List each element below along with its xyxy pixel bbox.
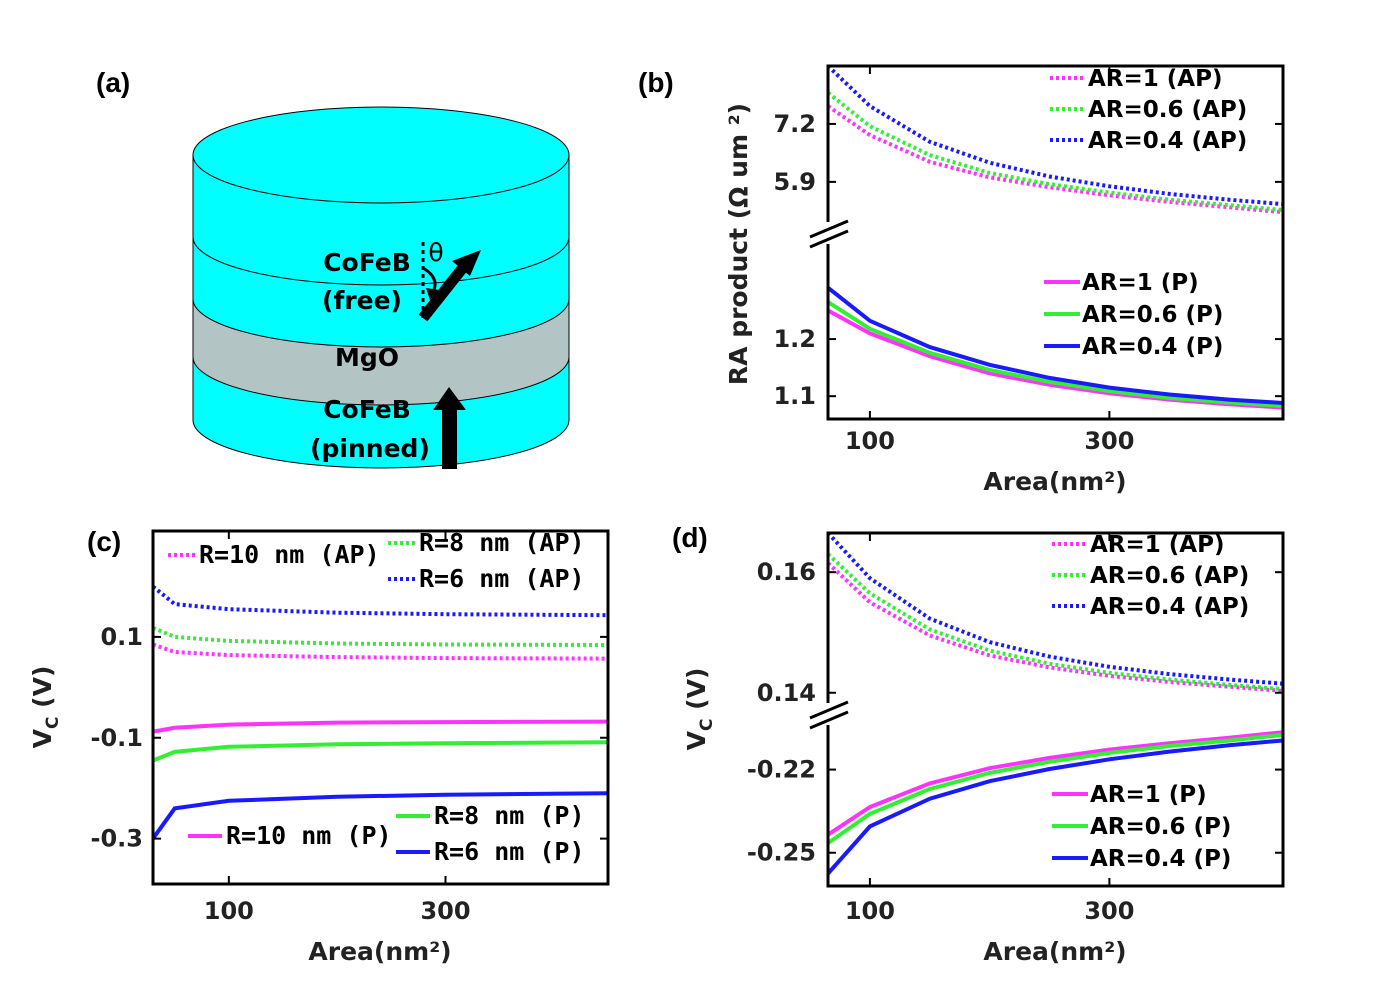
- legend-label-r-10-nm-p: R=10 nm (P): [226, 821, 392, 850]
- chart-c-frame: [151, 529, 610, 886]
- x-tick-label: 100: [845, 897, 895, 925]
- chart-c-ticks: 100 300 0.1 -0.1 -0.3: [91, 531, 608, 925]
- panel-label-c: (c): [87, 526, 121, 557]
- chart-c-xlabel: Area(nm²): [308, 937, 451, 966]
- free-layer-label: CoFeB: [323, 248, 411, 277]
- y-tick-label: 0.1: [100, 623, 143, 651]
- pinned-layer-label: CoFeB: [323, 395, 411, 424]
- series-line-r-6-nm-ap: [153, 584, 608, 618]
- series-line-ar-1-p: [828, 730, 1283, 837]
- chart-d-axis-break-icon: [809, 700, 849, 730]
- legend-label-r-10-nm-ap: R=10 nm (AP): [199, 540, 380, 569]
- y-tick-label: 0.14: [757, 679, 816, 707]
- chart-d: (d) 100 300 0.16 0.14 -0.22 -0.25 Area(nm²) V…: [672, 522, 1285, 966]
- legend-label-ar-1-p: AR=1 (P): [1090, 782, 1207, 808]
- panel-label-a: (a): [96, 67, 130, 98]
- free-magnetization-arrow-icon: [418, 240, 481, 322]
- legend-label-ar-0-4-ap: AR=0.4 (AP): [1090, 594, 1249, 620]
- series-line-r-10-nm-p: [153, 719, 608, 734]
- x-tick-label: 300: [420, 897, 470, 925]
- y-tick-label: 0.16: [757, 558, 816, 586]
- free-layer-sublabel: (free): [322, 286, 402, 315]
- series-line-r-10-nm-ap: [153, 642, 608, 661]
- y-tick-label: 5.9: [773, 168, 816, 196]
- x-tick-label: 300: [1084, 427, 1134, 455]
- x-tick-label: 100: [204, 897, 254, 925]
- series-line-ar-0-4-p: [828, 738, 1283, 875]
- chart-d-legend-p: AR=1 (P) AR=0.6 (P) AR=0.4 (P): [1052, 782, 1231, 872]
- chart-c-legend: R=10 nm (AP) R=8 nm (AP) R=6 nm (AP) R=10 n…: [168, 528, 585, 866]
- chart-b-lines: [828, 66, 1283, 410]
- series-line-r-8-nm-p: [153, 740, 608, 763]
- series-line-ar-0-4-ap: [828, 533, 1283, 686]
- chart-c: (c) 100 300 0.1 -0.1 -0.3 Area(nm²) VC (V) R…: [28, 526, 610, 966]
- panel-label-d: (d): [672, 522, 708, 553]
- legend-label-ar-1-ap: AR=1 (AP): [1088, 66, 1222, 92]
- top-surface: [192, 106, 570, 204]
- legend-label-r-8-nm-ap: R=8 nm (AP): [419, 528, 585, 557]
- legend-label-r-6-nm-p: R=6 nm (P): [434, 837, 585, 866]
- y-tick-label: 1.2: [773, 325, 816, 353]
- legend-label-ar-0-6-p: AR=0.6 (P): [1082, 302, 1223, 328]
- legend-label-ar-1-p: AR=1 (P): [1082, 270, 1199, 296]
- chart-b-axis-break-icon: [809, 219, 849, 249]
- legend-label-r-6-nm-ap: R=6 nm (AP): [419, 564, 585, 593]
- chart-c-ylabel: VC (V): [28, 666, 63, 749]
- chart-d-lines: [828, 533, 1283, 875]
- y-tick-label: -0.25: [747, 839, 816, 867]
- chart-b-legend-ap: AR=1 (AP) AR=0.6 (AP) AR=0.4 (AP): [1050, 66, 1247, 154]
- series-line-ar-0-6-ap: [828, 91, 1283, 212]
- chart-d-legend-ap: AR=1 (AP) AR=0.6 (AP) AR=0.4 (AP): [1052, 532, 1249, 620]
- chart-b-ticks: 100 300 5.9 7.2 1.1 1.2: [773, 66, 1283, 455]
- legend-label-ar-0-6-ap: AR=0.6 (AP): [1088, 97, 1247, 123]
- pinned-layer-sublabel: (pinned): [310, 434, 430, 463]
- mtj-diagram: (a) CoFeB (free) MgO CoFeB (pinned) θ: [96, 67, 570, 469]
- series-line-r-6-nm-p: [153, 791, 608, 840]
- chart-d-xlabel: Area(nm²): [983, 937, 1126, 966]
- y-tick-label: -0.22: [747, 756, 816, 784]
- y-tick-label: -0.1: [91, 724, 143, 752]
- mgo-label: MgO: [335, 343, 399, 372]
- legend-label-ar-0-4-p: AR=0.4 (P): [1090, 846, 1231, 872]
- legend-label-ar-1-ap: AR=1 (AP): [1090, 532, 1224, 558]
- series-line-ar-0-6-p: [828, 300, 1283, 408]
- x-tick-label: 300: [1084, 897, 1134, 925]
- chart-b-xlabel: Area(nm²): [983, 467, 1126, 496]
- chart-d-ylabel: VC (V): [682, 668, 717, 751]
- series-line-ar-1-ap: [828, 104, 1283, 215]
- x-tick-label: 100: [845, 427, 895, 455]
- pinned-magnetization-arrow-icon: [433, 387, 466, 469]
- chart-d-ticks: 100 300 0.16 0.14 -0.22 -0.25: [747, 533, 1283, 925]
- series-line-ar-1-ap: [828, 561, 1283, 693]
- y-tick-label: 1.1: [773, 382, 816, 410]
- chart-b-ylabel: RA product (Ω um ²): [724, 103, 753, 385]
- chart-c-lines: [153, 584, 608, 840]
- chart-b-legend-p: AR=1 (P) AR=0.6 (P) AR=0.4 (P): [1044, 270, 1223, 360]
- legend-label-ar-0-4-p: AR=0.4 (P): [1082, 334, 1223, 360]
- legend-label-r-8-nm-p: R=8 nm (P): [434, 801, 585, 830]
- panel-label-b: (b): [638, 67, 674, 98]
- series-line-ar-0-4-p: [828, 286, 1283, 405]
- series-line-ar-0-4-ap: [828, 66, 1283, 207]
- y-tick-label: 7.2: [773, 110, 816, 138]
- y-tick-label: -0.3: [91, 825, 143, 853]
- legend-label-ar-0-6-p: AR=0.6 (P): [1090, 814, 1231, 840]
- chart-b: (b) 100 300 5.9 7.2 1.1 1.2 Area(nm²) RA prod…: [638, 64, 1285, 496]
- theta-label: θ: [428, 238, 443, 267]
- series-line-ar-0-6-p: [828, 732, 1283, 845]
- legend-label-ar-0-4-ap: AR=0.4 (AP): [1088, 128, 1247, 154]
- series-line-ar-0-6-ap: [828, 552, 1283, 692]
- series-line-r-8-nm-ap: [153, 625, 608, 647]
- legend-label-ar-0-6-ap: AR=0.6 (AP): [1090, 563, 1249, 589]
